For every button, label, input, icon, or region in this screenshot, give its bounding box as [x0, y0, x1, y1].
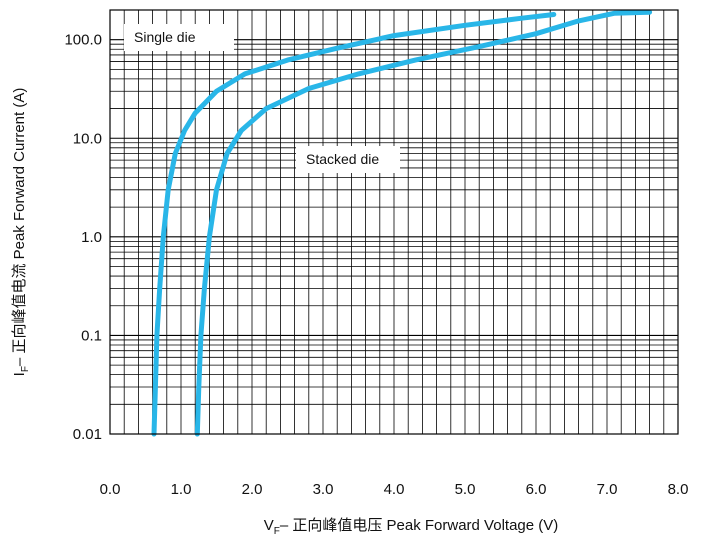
x-tick-label: 7.0	[597, 481, 618, 498]
y-tick-label: 0.01	[73, 426, 102, 443]
series-line-single-die	[151, 12, 557, 437]
y-axis-title-rest: – 正向峰值电流 Peak Forward Current (A)	[11, 88, 28, 366]
y-tick-label: 1.0	[81, 229, 102, 246]
y-tick-label: 10.0	[73, 130, 102, 147]
x-tick-label: 3.0	[313, 481, 334, 498]
annotation-single-die: Single die	[124, 24, 234, 51]
series-lines	[151, 9, 653, 437]
annotation-label: Stacked die	[306, 151, 379, 167]
x-tick-label: 1.0	[171, 481, 192, 498]
annotation-stacked-die: Stacked die	[296, 146, 400, 173]
tick-labels: 0.0 1.0 2.0 3.0 4.0 5.0 6.0 7.0 8.0 0.01 0.1 1.0 10.…	[64, 32, 688, 498]
x-tick-label: 5.0	[455, 481, 476, 498]
x-tick-label: 4.0	[384, 481, 405, 498]
x-axis-title-subscript: F	[274, 526, 280, 537]
annotations: Single die Stacked die	[124, 24, 400, 173]
y-tick-label: 100.0	[64, 32, 102, 49]
y-tick-label: 0.1	[81, 327, 102, 344]
x-axis-title-rest: – 正向峰值电压 Peak Forward Voltage (V)	[280, 517, 558, 534]
x-tick-label: 0.0	[100, 481, 121, 498]
annotation-background	[296, 146, 400, 173]
x-axis-title-prefix: V	[264, 517, 274, 534]
x-tick-label: 8.0	[668, 481, 689, 498]
x-tick-label: 6.0	[526, 481, 547, 498]
series-line-stacked-die	[194, 9, 653, 437]
x-tick-label: 2.0	[242, 481, 263, 498]
y-axis-title: IF– 正向峰值电流 Peak Forward Current (A)	[11, 88, 31, 377]
x-axis-title: VF– 正向峰值电压 Peak Forward Voltage (V)	[264, 517, 559, 537]
annotation-background	[124, 24, 234, 51]
annotation-label: Single die	[134, 29, 196, 45]
y-axis-title-prefix: I	[11, 372, 28, 376]
plot-frame	[109, 9, 679, 435]
plot-border	[109, 9, 679, 435]
y-axis-title-subscript: F	[20, 366, 31, 372]
grid-lines	[109, 9, 679, 435]
